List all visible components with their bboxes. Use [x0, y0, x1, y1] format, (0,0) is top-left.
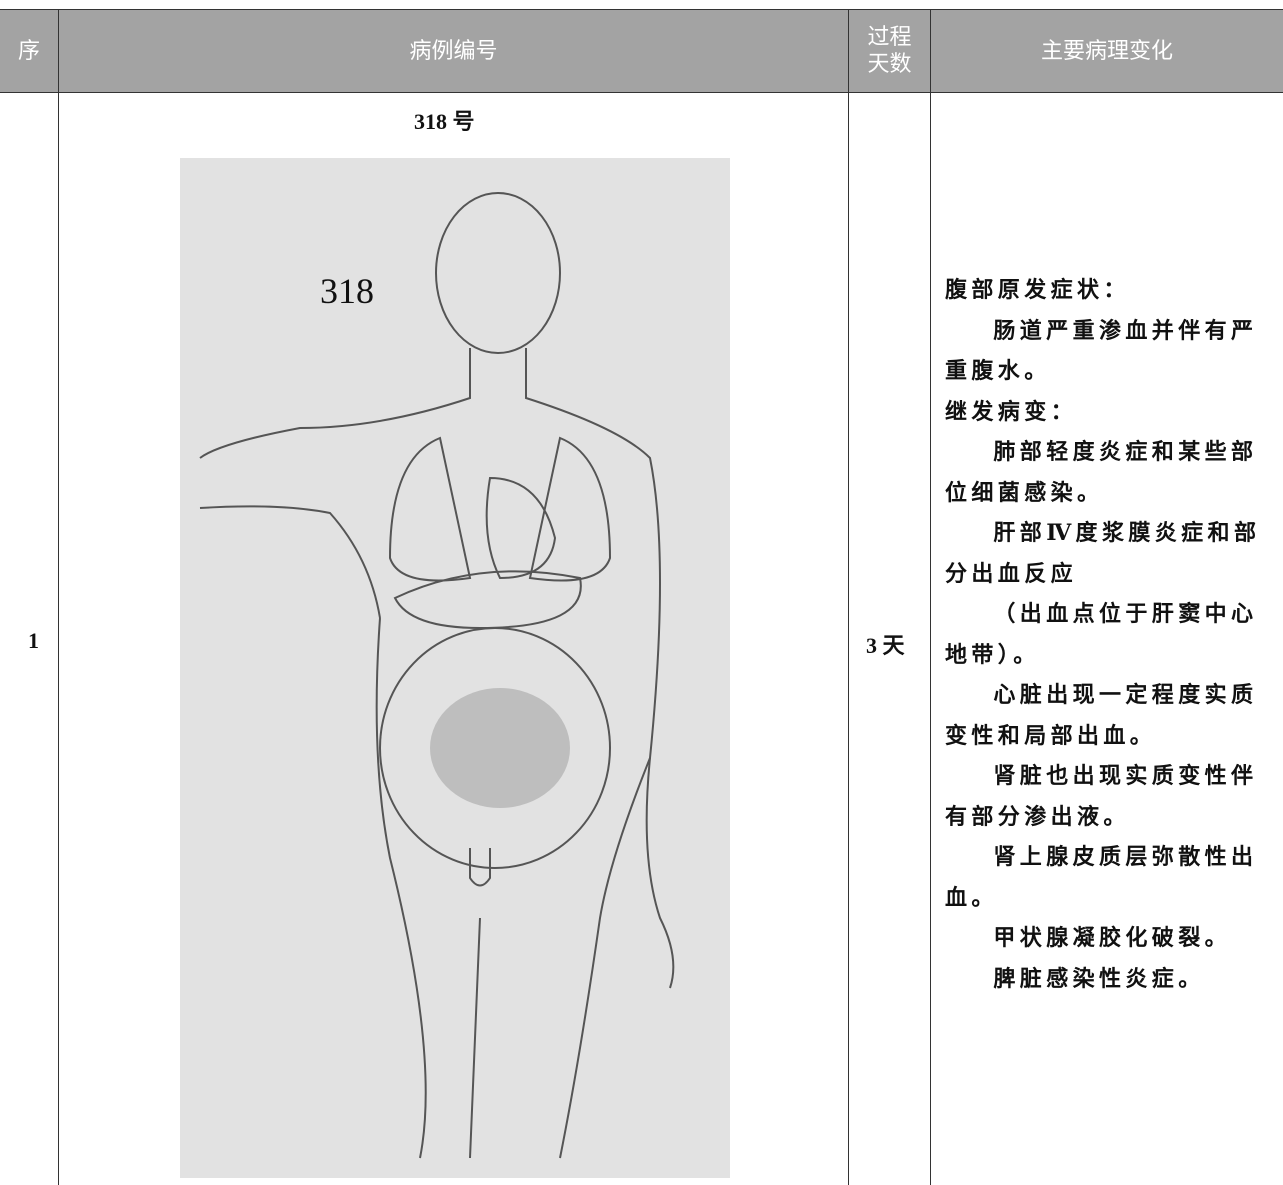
change-item: 脾脏感染性炎症。 — [993, 965, 1205, 991]
header-cell: 序 — [0, 10, 58, 92]
rule — [848, 10, 849, 1185]
row-index: 1 — [28, 628, 39, 653]
change-item: 心脏出现一定程度实质变性和局部出血。 — [945, 682, 1258, 748]
change-heading: 腹部原发症状： — [945, 277, 1130, 302]
change-item: 甲状腺凝胶化破裂。 — [993, 925, 1231, 950]
change-item: （出血点位于肝窦中心地带）。 — [945, 601, 1258, 667]
days: 3 天 — [866, 633, 905, 658]
rule — [0, 92, 1283, 93]
case-caption: 318 号 — [414, 109, 475, 134]
change-item: 肠道严重渗血并伴有严重腹水。 — [945, 317, 1258, 384]
change-item: 肝部Ⅳ度浆膜炎症和部分出血反应 — [945, 520, 1261, 586]
change-item: 肾脏也出现实质变性伴有部分渗出液。 — [945, 763, 1258, 829]
change-heading: 继发病变： — [945, 398, 1078, 424]
change-item: 肾上腺皮质层弥散性出血。 — [945, 844, 1258, 910]
header-cell: 病例编号 — [59, 10, 848, 92]
header-cell: 主要病理变化 — [931, 10, 1283, 92]
figure-label: 318 — [320, 271, 374, 311]
pathology-changes: 腹部原发症状： 肠道严重渗血并伴有严重腹水。继发病变： 肺部轻度炎症和某些部位细菌感… — [945, 270, 1265, 999]
rule — [58, 10, 59, 1185]
rule — [0, 9, 1283, 10]
change-item: 肺部轻度炎症和某些部位细菌感染。 — [945, 439, 1258, 505]
anatomy-figure: 318 — [180, 158, 730, 1178]
header-cell: 过程 天数 — [849, 10, 930, 92]
rule — [930, 10, 931, 1185]
